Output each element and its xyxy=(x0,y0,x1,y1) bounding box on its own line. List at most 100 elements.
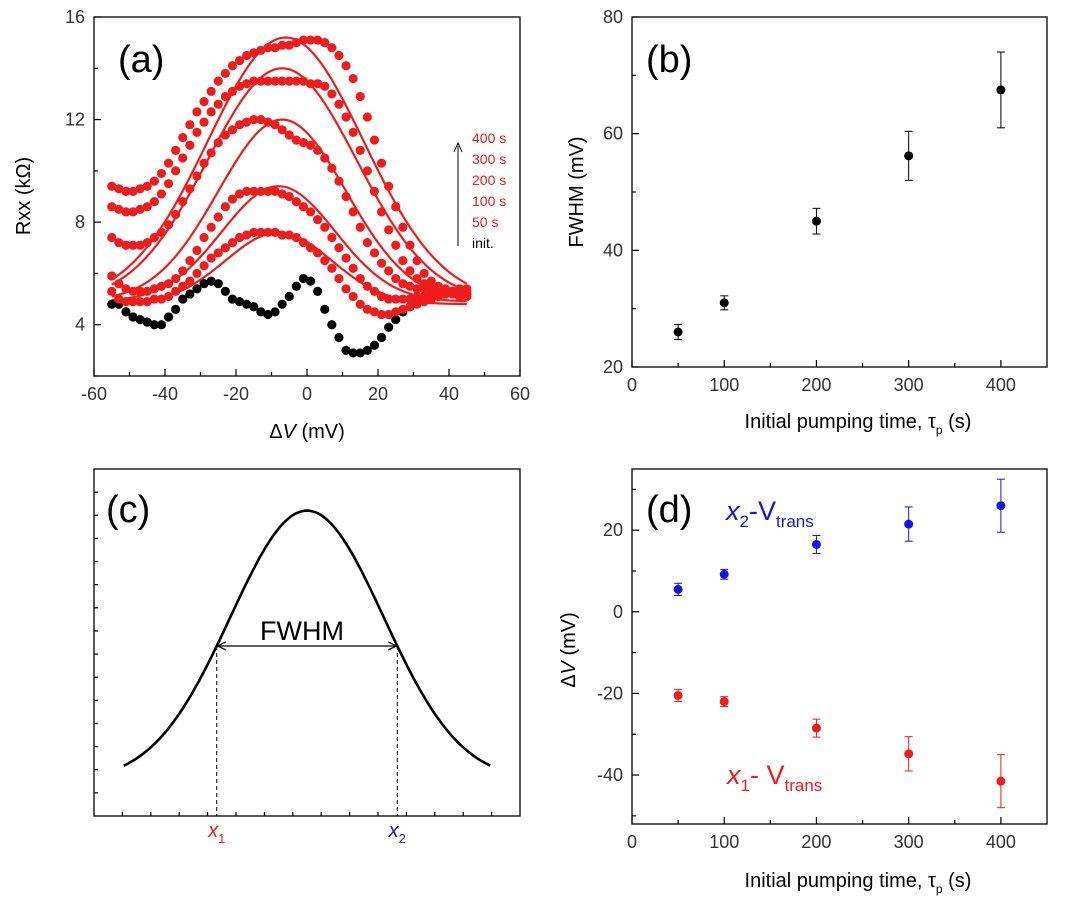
panel-b-y-tick-label: 80 xyxy=(603,7,623,27)
panel-b-y-tick-label: 60 xyxy=(603,124,623,144)
point-init xyxy=(149,320,159,330)
panel-a-x-tick-label: 20 xyxy=(368,384,388,404)
panel-a-legend: 400 s 300 s 200 s 100 s 50 s init. xyxy=(453,130,506,251)
point-50s xyxy=(142,297,152,307)
point-50s xyxy=(405,302,415,312)
point-init xyxy=(369,340,380,350)
point-300s xyxy=(128,207,138,217)
point-50s xyxy=(121,297,131,307)
point-200s xyxy=(128,240,138,250)
panel-a-y-tick-label: 8 xyxy=(75,212,85,232)
point-400s xyxy=(313,35,323,45)
point-200s xyxy=(313,145,323,155)
point-300s xyxy=(305,79,316,89)
panel-b-x-tick-label: 400 xyxy=(986,375,1016,395)
point-200s xyxy=(362,238,372,248)
panel-b-data-points xyxy=(673,51,1006,341)
point-init xyxy=(313,286,323,296)
point-300s xyxy=(376,207,387,217)
point-init xyxy=(242,299,252,309)
point-50s xyxy=(362,304,372,314)
panel-d-x-tick-label: 0 xyxy=(627,832,637,852)
point-300s xyxy=(334,99,344,109)
panel-d-point xyxy=(904,519,914,529)
point-200s xyxy=(270,120,280,130)
point-400s xyxy=(305,35,316,45)
point-300s xyxy=(171,166,181,176)
panel-c-ticks xyxy=(94,491,493,816)
point-300s xyxy=(220,91,230,102)
point-400s xyxy=(398,222,408,232)
panel-b: 0 100 200 300 400 20 40 60 80 (b) FWHM (mV) Init… xyxy=(566,7,1048,437)
fwhm-label: FWHM xyxy=(260,616,344,646)
panel-d-x-axis-label: Initial pumping time, τp (s) xyxy=(745,870,972,896)
point-200s xyxy=(348,207,358,217)
legend-arrow-head xyxy=(453,141,463,153)
point-200s xyxy=(277,125,287,135)
point-50s xyxy=(369,307,380,317)
point-200s xyxy=(135,240,145,250)
point-50s xyxy=(305,243,316,253)
point-400s xyxy=(227,61,238,71)
point-400s xyxy=(327,43,337,53)
point-init xyxy=(128,312,138,322)
point-100s xyxy=(163,279,174,289)
point-400s xyxy=(455,289,465,299)
point-100s xyxy=(135,286,145,296)
point-100s xyxy=(369,286,380,296)
point-300s xyxy=(327,89,337,99)
point-100s xyxy=(178,266,188,276)
point-100s xyxy=(192,245,202,255)
point-50s xyxy=(263,227,273,237)
fit-curve-300s xyxy=(111,67,468,292)
panel-a-x-tick-label: -40 xyxy=(152,384,178,404)
point-init xyxy=(305,276,316,286)
point-200s xyxy=(305,140,316,150)
point-400s xyxy=(149,176,159,186)
panel-c-label: (c) xyxy=(106,489,150,531)
panel-d-label: (d) xyxy=(646,489,692,531)
point-400s xyxy=(242,50,252,61)
panel-d-data-points xyxy=(673,478,1006,809)
point-50s xyxy=(213,248,223,258)
point-50s xyxy=(384,309,394,320)
point-100s xyxy=(242,186,252,196)
point-300s xyxy=(369,186,380,196)
point-50s xyxy=(391,307,401,317)
point-300s xyxy=(405,266,415,276)
point-400s xyxy=(433,281,443,291)
panel-c-gaussian-curve xyxy=(123,509,491,767)
panel-b-point xyxy=(904,151,914,161)
point-200s xyxy=(405,281,415,291)
point-200s xyxy=(121,240,131,250)
point-200s xyxy=(213,138,223,148)
point-300s xyxy=(227,86,238,96)
point-400s xyxy=(462,291,472,302)
point-300s xyxy=(114,204,124,214)
point-100s xyxy=(121,284,131,294)
point-200s xyxy=(206,148,216,158)
point-200s xyxy=(242,117,252,127)
panel-d-point xyxy=(673,690,683,700)
point-400s xyxy=(447,286,458,296)
point-300s xyxy=(384,225,394,235)
point-200s xyxy=(320,153,330,163)
point-init xyxy=(171,304,181,314)
point-init xyxy=(355,348,365,358)
panel-a: -60 -40 -20 0 20 40 60 4 8 12 16 (a) Rxx (kΩ) ΔV (… xyxy=(13,7,530,443)
point-50s xyxy=(192,268,202,279)
point-400s xyxy=(298,35,309,45)
panel-d: 0 100 200 300 400 -40 -20 0 20 (d) ΔV (mV) Initi… xyxy=(558,468,1048,896)
point-init xyxy=(291,281,301,291)
point-300s xyxy=(156,189,167,199)
point-400s xyxy=(135,184,145,194)
point-200s xyxy=(369,248,380,258)
point-init xyxy=(277,299,287,309)
point-init xyxy=(206,276,216,286)
point-200s xyxy=(376,258,387,268)
panel-b-point xyxy=(811,216,821,226)
point-300s xyxy=(298,76,309,86)
panel-a-x-tick-label: 60 xyxy=(510,384,530,404)
point-init xyxy=(348,348,358,358)
point-50s xyxy=(284,230,294,240)
